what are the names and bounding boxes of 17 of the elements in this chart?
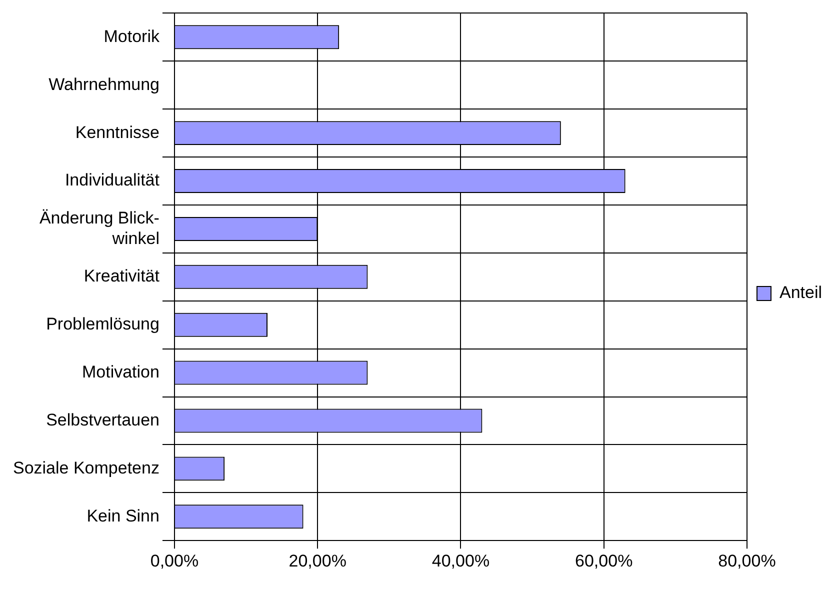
- y-tick-label: Individualität: [64, 170, 160, 190]
- y-tick-label: Änderung Blick-winkel: [39, 208, 160, 248]
- y-tick-label: Motorik: [104, 26, 160, 46]
- x-tick-label: 20,00%: [288, 551, 346, 570]
- y-tick-label: Kenntnisse: [75, 122, 160, 142]
- y-tick-label: Kreativität: [84, 266, 160, 286]
- y-tick-label: Problemlösung: [46, 314, 160, 334]
- y-tick-label: Soziale Kompetenz: [12, 458, 160, 478]
- x-tick-label: 40,00%: [432, 551, 490, 570]
- y-tick-label: Selbstvertauen: [46, 410, 160, 430]
- y-tick-label: Wahrnehmung: [48, 74, 160, 94]
- x-tick-label: 0,00%: [150, 551, 199, 570]
- y-tick-label: Kein Sinn: [86, 506, 160, 526]
- legend-label: Anteil: [779, 283, 822, 302]
- x-tick-label: 60,00%: [575, 551, 633, 570]
- x-tick-label: 80,00%: [718, 551, 776, 570]
- y-tick-label: Motivation: [82, 362, 160, 382]
